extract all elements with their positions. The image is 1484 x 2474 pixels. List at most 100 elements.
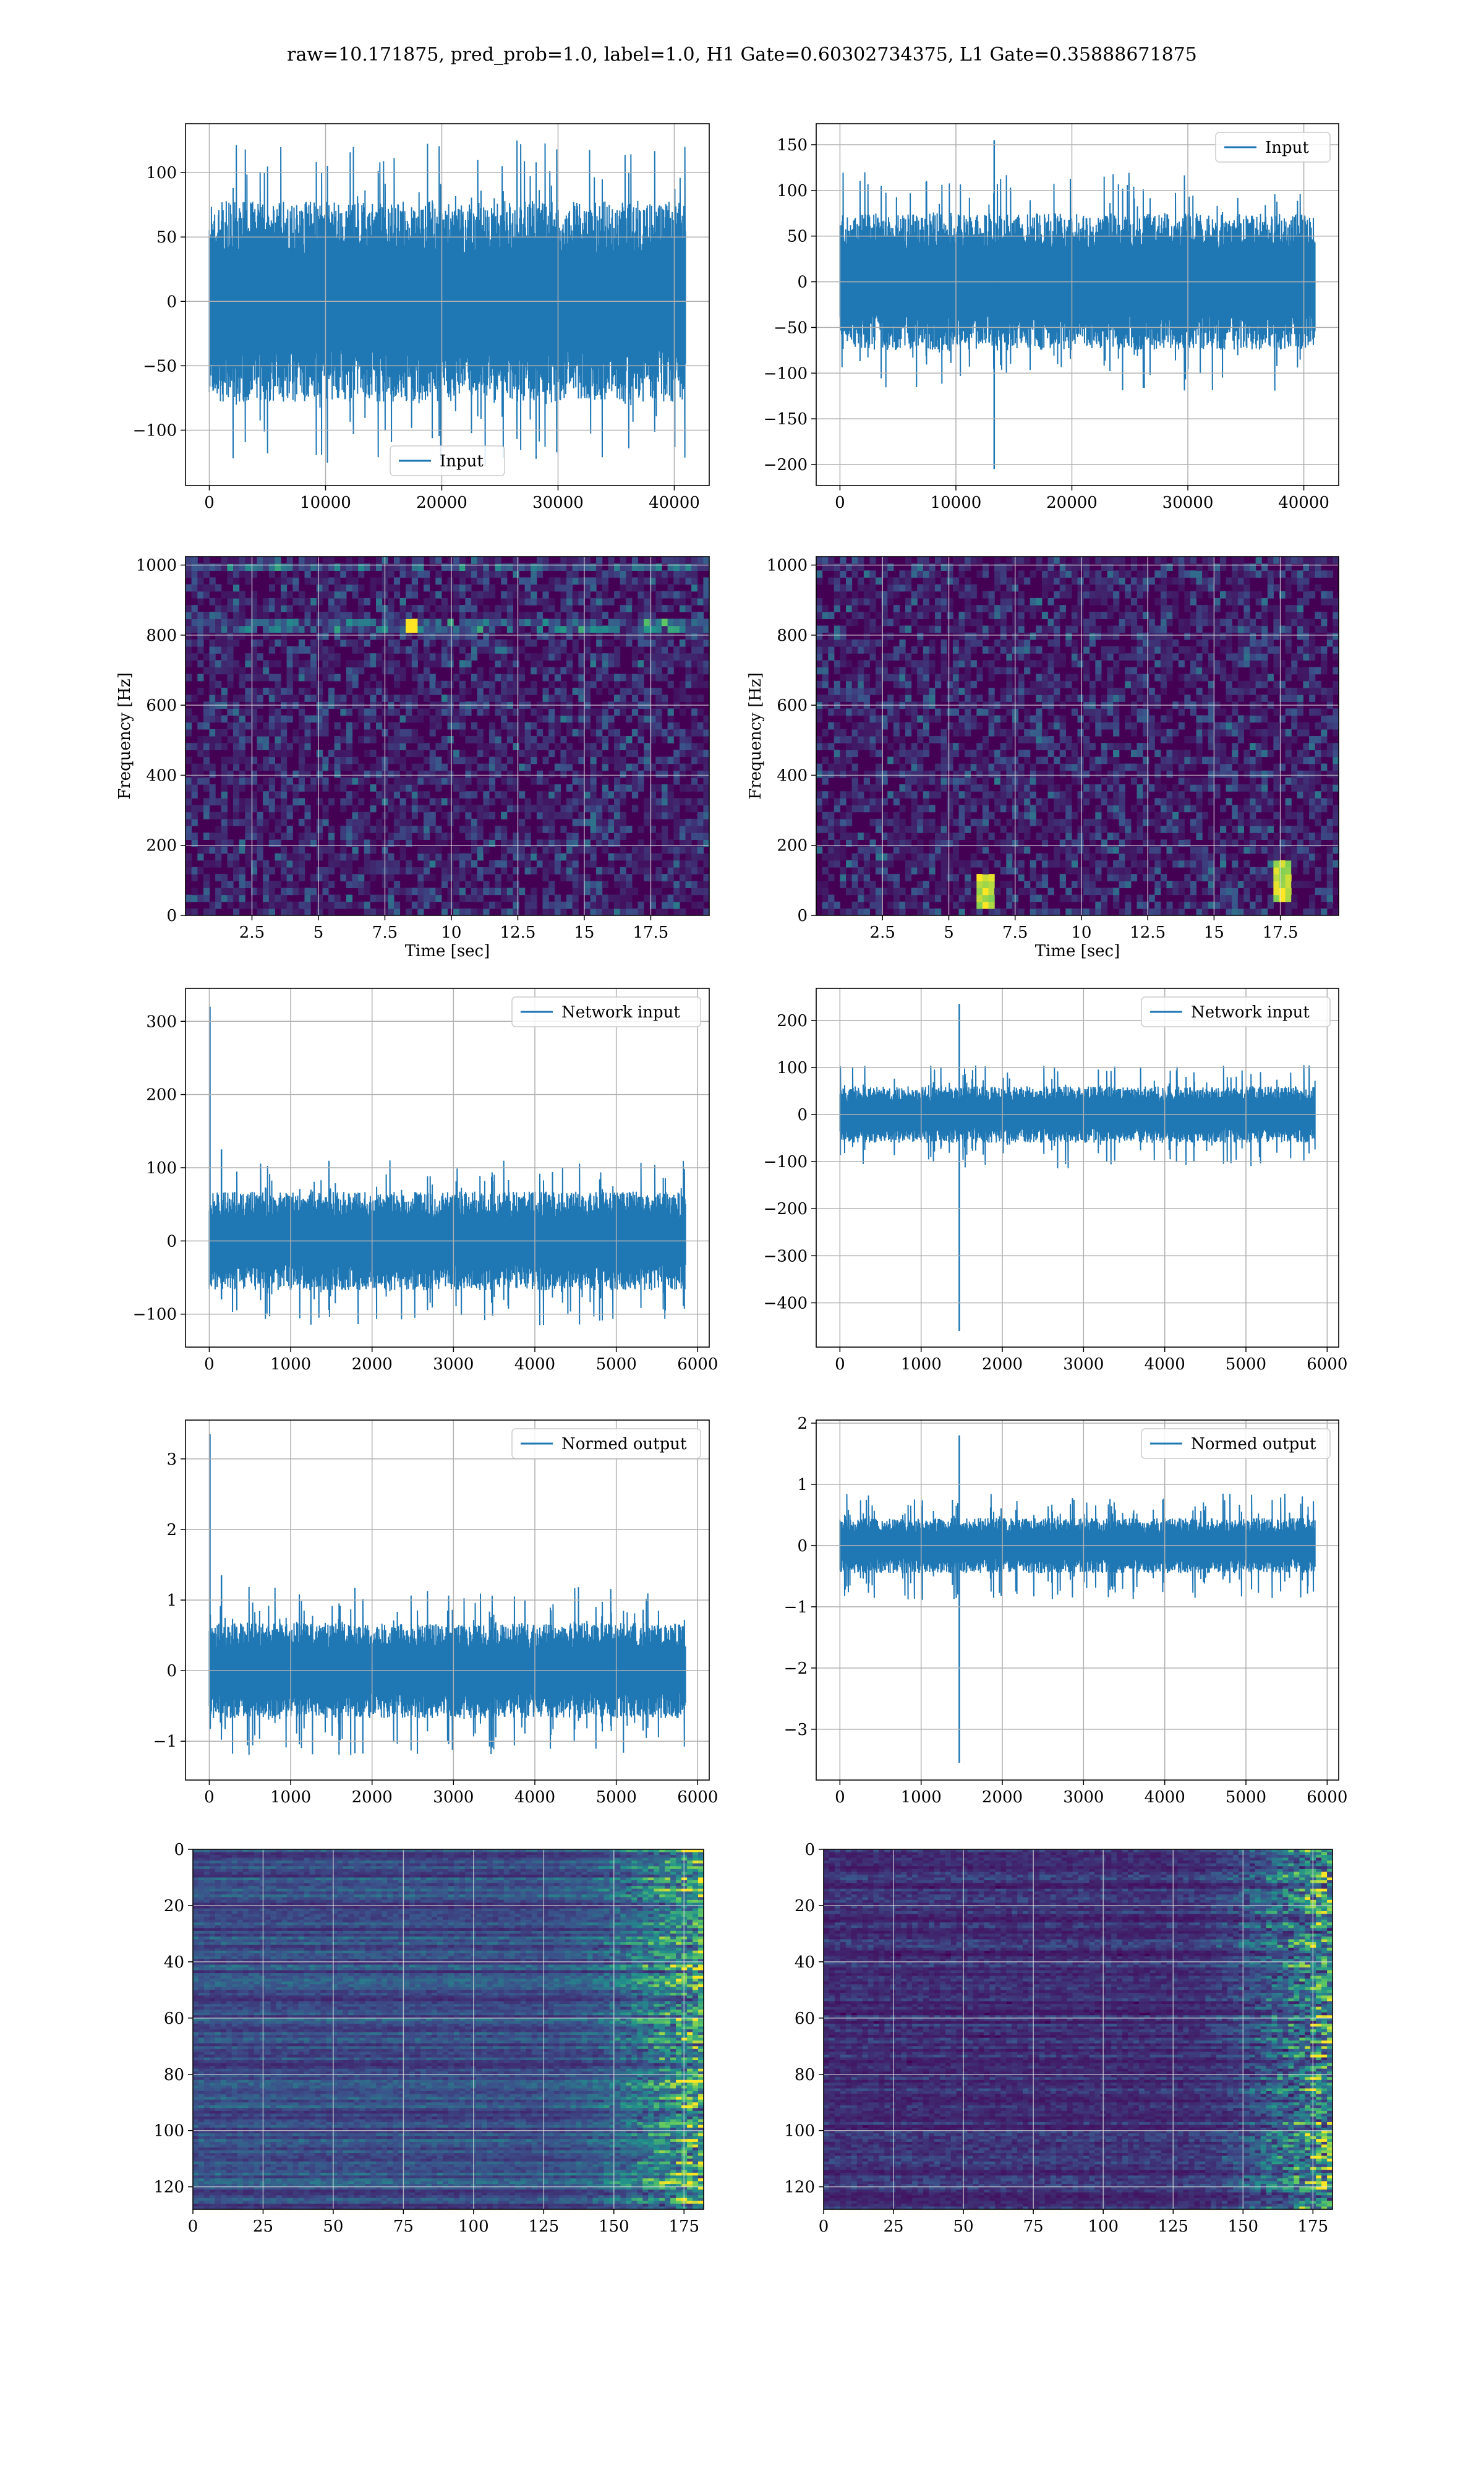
legend-box <box>1141 996 1331 1027</box>
tick-label-y: −2 <box>784 1659 808 1678</box>
tick-label-x: 100 <box>458 2217 489 2236</box>
legend-label: Input <box>1265 139 1309 157</box>
tick-label-y: −150 <box>764 410 808 429</box>
tick-label-y: −200 <box>764 456 808 474</box>
tick-label-y: −200 <box>764 1200 808 1218</box>
tick-label-y: −3 <box>784 1721 808 1739</box>
tick-label-y: −1 <box>153 1732 177 1751</box>
tick-label-x: 2000 <box>982 1355 1023 1374</box>
tick-label-y: 120 <box>153 2178 184 2197</box>
tick-label-y: 200 <box>146 1086 177 1105</box>
tick-label-x: 5000 <box>1226 1355 1266 1374</box>
plot-area <box>186 988 709 1347</box>
tick-label-y: 100 <box>784 2122 815 2141</box>
tick-label-x: 12.5 <box>500 923 535 942</box>
plot-area <box>186 557 709 915</box>
tick-label-x: 20000 <box>1046 494 1098 512</box>
tick-label-x: 75 <box>1023 2217 1044 2236</box>
tick-label-y: 2 <box>166 1521 177 1539</box>
tick-label-y: 3 <box>166 1450 177 1469</box>
tick-label-y: −50 <box>143 357 177 375</box>
tick-label-y: 1 <box>797 1476 808 1494</box>
tick-label-x: 3000 <box>1063 1355 1104 1374</box>
chart-l1-feature-map: 0 25 50 75 100 125 150 175 0 20 40 60 80 100 120 <box>784 1841 1333 2236</box>
tick-label-y: 0 <box>174 1841 184 1859</box>
tick-label-y: 100 <box>777 182 808 200</box>
axes-frame <box>816 556 1339 916</box>
tick-label-x: 0 <box>204 1788 215 1807</box>
plot-area <box>816 557 1339 915</box>
tick-label-x: 50 <box>323 2217 343 2236</box>
chart-h1-normed-output: 0 1000 2000 3000 4000 5000 6000 −1 0 1 2 3 Normed ou… <box>153 1419 718 1807</box>
tick-label-x: 4000 <box>1145 1788 1185 1807</box>
tick-label-x: 0 <box>835 1788 845 1807</box>
tick-label-x: 6000 <box>677 1355 718 1374</box>
tick-label-y: 0 <box>797 1106 808 1124</box>
tick-label-x: 20000 <box>416 494 467 512</box>
axes-frame <box>192 1849 704 2210</box>
tick-label-x: 75 <box>393 2217 414 2236</box>
chart-h1-feature-map: 0 25 50 75 100 125 150 175 0 20 40 60 80 100 120 <box>153 1841 704 2236</box>
figure-title: raw=10.171875, pred_prob=1.0, label=1.0,… <box>287 44 1197 66</box>
chart-l1-normed-output: 0 1000 2000 3000 4000 5000 6000 −3 −2 −1 0 1 2 Normed… <box>784 1415 1348 1807</box>
tick-label-y: 400 <box>777 766 808 785</box>
tick-label-x: 0 <box>835 1355 845 1374</box>
tick-label-x: 5 <box>944 923 954 942</box>
tick-label-x: 150 <box>1227 2217 1258 2236</box>
tick-label-y: 100 <box>146 1159 177 1178</box>
tick-label-y: 0 <box>166 1232 177 1251</box>
plot-area <box>186 124 709 486</box>
tick-label-x: 2.5 <box>239 923 265 942</box>
plot-area <box>816 124 1339 486</box>
tick-label-x: 40000 <box>649 494 700 512</box>
tick-label-x: 10000 <box>300 494 351 512</box>
legend: Network input <box>511 996 701 1027</box>
tick-label-y: 40 <box>164 1953 184 1972</box>
tick-label-x: 175 <box>668 2217 699 2236</box>
tick-label-x: 30000 <box>532 494 584 512</box>
tick-label-y: 0 <box>166 293 177 311</box>
legend-box <box>1215 132 1331 163</box>
tick-label-x: 0 <box>188 2217 198 2236</box>
tick-label-y: −100 <box>764 364 808 383</box>
tick-label-x: 10000 <box>931 494 982 512</box>
tick-label-y: −100 <box>764 1153 808 1171</box>
tick-label-x: 1000 <box>901 1788 942 1807</box>
tick-label-y: 600 <box>777 696 808 715</box>
legend: Network input <box>1141 996 1331 1027</box>
tick-label-y: 200 <box>777 837 808 855</box>
legend-label: Network input <box>561 1003 680 1022</box>
plot-area <box>193 1849 704 2209</box>
tick-label-x: 100 <box>1088 2217 1119 2236</box>
series-line <box>208 1586 686 1755</box>
tick-label-y: 1 <box>166 1591 177 1610</box>
tick-label-y: 80 <box>164 2066 184 2084</box>
tick-label-y: 50 <box>156 228 177 247</box>
tick-label-x: 4000 <box>514 1788 555 1807</box>
chart-h1-network-input: 0 1000 2000 3000 4000 5000 6000 −100 0 100 200 300 N… <box>133 988 718 1374</box>
series-line <box>208 140 686 466</box>
tick-label-y: 400 <box>146 766 177 785</box>
tick-label-y: −50 <box>774 319 808 337</box>
tick-label-y: 100 <box>777 1059 808 1077</box>
tick-label-x: 1000 <box>901 1355 942 1374</box>
legend-label: Normed output <box>561 1435 687 1453</box>
tick-label-x: 25 <box>884 2217 904 2236</box>
tick-label-y: 0 <box>797 1537 808 1556</box>
tick-label-y: 20 <box>795 1897 815 1915</box>
tick-label-x: 150 <box>599 2217 629 2236</box>
tick-label-y: 120 <box>784 2178 815 2197</box>
tick-label-x: 6000 <box>1307 1788 1347 1807</box>
tick-label-y: 80 <box>795 2066 815 2084</box>
axis-label-x: Time [sec] <box>1035 942 1120 961</box>
tick-label-y: 100 <box>153 2122 184 2141</box>
tick-label-y: 0 <box>166 907 177 925</box>
plot-area <box>824 1849 1333 2209</box>
axes-frame <box>185 123 710 486</box>
chart-h1-input: 0 10000 20000 30000 40000 −100 −50 0 50 100 Input <box>133 123 710 512</box>
series-line <box>208 1160 686 1325</box>
tick-label-y: 200 <box>777 1012 808 1030</box>
heatmap-cells <box>824 1849 1333 2209</box>
legend-box <box>390 445 505 476</box>
